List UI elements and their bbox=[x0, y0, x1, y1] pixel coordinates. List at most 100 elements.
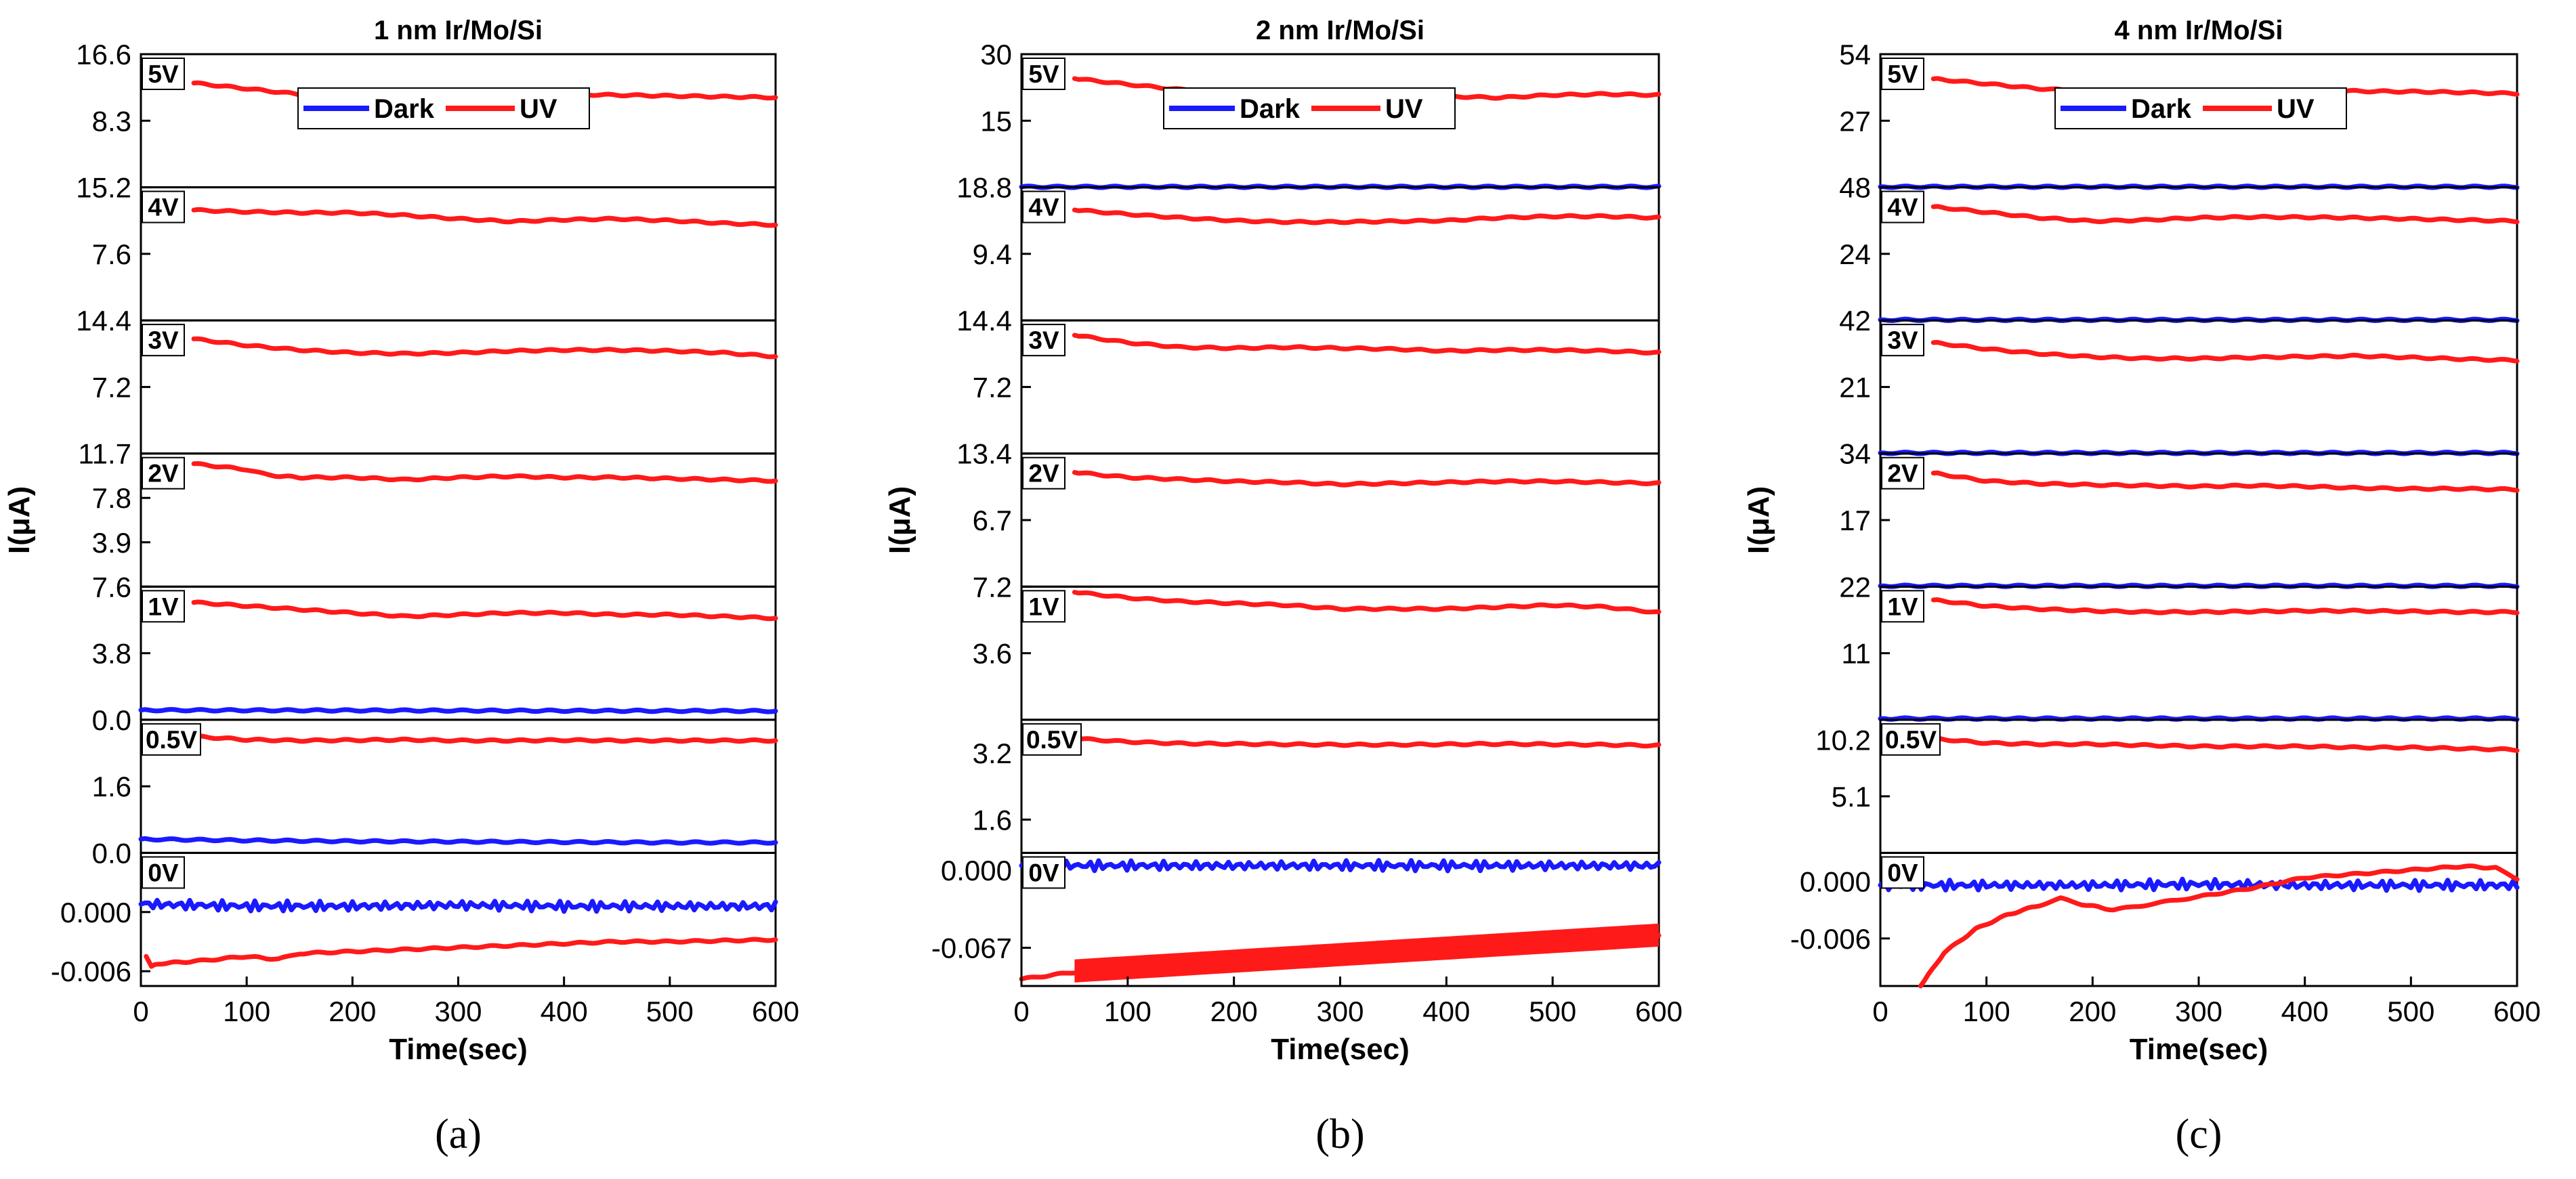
y-tick-label: -0.006 bbox=[51, 956, 131, 987]
subplot-frame bbox=[1879, 452, 2518, 588]
subplot-frame bbox=[140, 186, 777, 322]
bias-label-text: 5V bbox=[148, 60, 179, 88]
subplot-frame bbox=[1879, 719, 2518, 854]
bias-label-text: 0V bbox=[1887, 859, 1918, 886]
x-tick-label: 200 bbox=[2069, 995, 2116, 1027]
bias-label-text: 0.5V bbox=[1885, 726, 1937, 754]
bias-label: 4V bbox=[142, 190, 185, 223]
y-tick-label: 13.4 bbox=[956, 438, 1012, 470]
subplot-frame bbox=[1879, 186, 2518, 322]
legend: Dark UV bbox=[2054, 87, 2347, 129]
bias-label-box bbox=[1022, 590, 1065, 623]
x-tick-label: 100 bbox=[1963, 995, 2010, 1027]
y-tick-label: 17 bbox=[1839, 505, 1871, 536]
dark-series-line bbox=[138, 836, 778, 846]
legend-label-uv: UV bbox=[1385, 94, 1423, 124]
dark-series-line bbox=[1019, 858, 1662, 874]
bias-label: 0.5V bbox=[142, 723, 201, 756]
dark-series-line bbox=[138, 707, 778, 714]
y-tick-label: 3.2 bbox=[973, 737, 1012, 769]
bias-label-text: 0.5V bbox=[146, 726, 197, 754]
uv-series-line bbox=[1072, 590, 1662, 615]
y-tick-label: 22 bbox=[1839, 571, 1871, 603]
bias-label: 3V bbox=[142, 324, 185, 357]
x-tick-label: 0 bbox=[133, 995, 148, 1027]
uv-series-line bbox=[1930, 735, 2520, 753]
y-axis-label: I(μA) bbox=[1742, 486, 1775, 554]
bias-label-box bbox=[142, 456, 185, 490]
y-tick-label: 6.7 bbox=[973, 505, 1012, 536]
bias-label-text: 1V bbox=[1887, 593, 1918, 620]
bias-label-box bbox=[142, 590, 185, 623]
y-tick-label: 7.6 bbox=[92, 571, 131, 603]
bias-label-box bbox=[1022, 324, 1065, 357]
bias-label: 5V bbox=[142, 58, 185, 90]
bias-label-box bbox=[1022, 58, 1065, 90]
bias-label-box bbox=[1881, 456, 1924, 490]
subplot-frame bbox=[1020, 186, 1660, 322]
chart-title: 1 nm Ir/Mo/Si bbox=[374, 16, 543, 45]
x-tick-label: 500 bbox=[2387, 995, 2434, 1027]
bias-label-text: 0.5V bbox=[1026, 726, 1078, 754]
bias-label-box bbox=[1881, 590, 1924, 623]
uv-series-line bbox=[191, 207, 778, 228]
x-axis-label: Time(sec) bbox=[1271, 1033, 1410, 1066]
legend-label-uv: UV bbox=[520, 94, 557, 124]
bias-label-box bbox=[1022, 723, 1082, 756]
y-tick-label: 7.2 bbox=[973, 571, 1012, 603]
x-tick-label: 300 bbox=[2175, 995, 2222, 1027]
x-tick-label: 600 bbox=[2493, 995, 2541, 1027]
bias-label: 2V bbox=[142, 456, 185, 490]
bias-label: 3V bbox=[1881, 324, 1924, 357]
y-tick-label: 0.0 bbox=[92, 837, 131, 869]
bias-label-text: 2V bbox=[148, 460, 179, 488]
uv-series-line bbox=[144, 937, 778, 969]
subplot-frame bbox=[140, 319, 777, 455]
chart-title: 4 nm Ir/Mo/Si bbox=[2115, 16, 2283, 45]
bias-label: 5V bbox=[1881, 58, 1924, 90]
bias-label-box bbox=[1881, 190, 1924, 223]
y-tick-label: 10.2 bbox=[1815, 724, 1871, 756]
bias-label: 0.5V bbox=[1881, 723, 1941, 756]
bias-label-box bbox=[1022, 190, 1065, 223]
uv-series-line bbox=[1072, 736, 1662, 749]
subplot-frame bbox=[140, 851, 777, 987]
y-tick-label: 7.2 bbox=[973, 371, 1012, 403]
y-tick-label: 3.6 bbox=[973, 638, 1012, 670]
bias-label-box bbox=[1022, 456, 1065, 490]
y-tick-label: 11.7 bbox=[78, 438, 131, 470]
y-tick-label: 30 bbox=[980, 39, 1012, 70]
bias-label-text: 5V bbox=[1887, 60, 1918, 88]
bias-label-text: 0V bbox=[1028, 859, 1059, 886]
y-axis-label: I(μA) bbox=[883, 486, 916, 554]
y-tick-label: 14.4 bbox=[956, 305, 1012, 337]
y-axis-label: I(μA) bbox=[3, 486, 36, 554]
y-tick-label: 0.000 bbox=[941, 855, 1012, 886]
bias-label: 1V bbox=[1881, 590, 1924, 623]
panel-label: (b) bbox=[1315, 1111, 1364, 1157]
uv-series-line bbox=[1930, 597, 2520, 616]
y-tick-label: -0.006 bbox=[1790, 923, 1871, 955]
bias-label: 0V bbox=[142, 856, 185, 889]
bias-label: 2V bbox=[1022, 456, 1065, 490]
bias-label-box bbox=[1881, 58, 1924, 90]
uv-noise-band bbox=[1074, 923, 1659, 983]
uv-series-line bbox=[1072, 470, 1662, 488]
subplot-frame bbox=[1879, 851, 2518, 987]
y-tick-label: 48 bbox=[1839, 172, 1871, 204]
y-tick-label: 27 bbox=[1839, 105, 1871, 137]
x-tick-label: 500 bbox=[1529, 995, 1576, 1027]
bias-label-text: 3V bbox=[148, 326, 179, 354]
bias-label: 4V bbox=[1022, 190, 1065, 223]
x-tick-label: 0 bbox=[1872, 995, 1888, 1027]
y-tick-label: 9.4 bbox=[973, 238, 1012, 270]
bias-label-text: 3V bbox=[1028, 326, 1059, 354]
bias-label: 5V bbox=[1022, 58, 1065, 90]
uv-series-line bbox=[191, 733, 778, 744]
y-tick-label: 42 bbox=[1839, 305, 1871, 337]
bias-label: 0V bbox=[1022, 856, 1065, 889]
x-tick-label: 600 bbox=[1635, 995, 1683, 1027]
legend-label-dark: Dark bbox=[1240, 94, 1301, 124]
y-tick-label: 16.6 bbox=[76, 39, 131, 70]
